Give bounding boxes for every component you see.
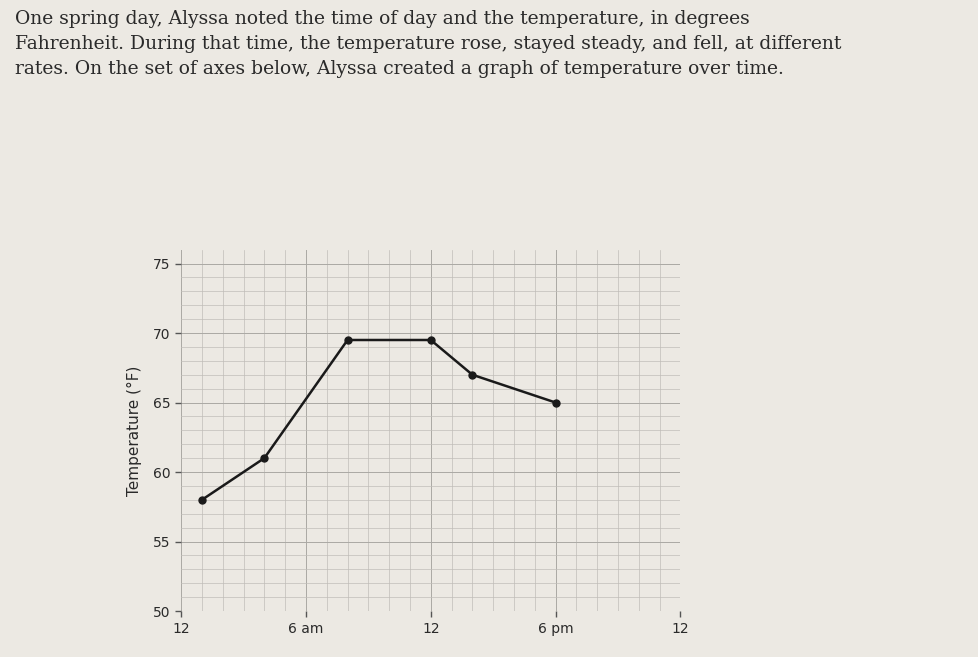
Y-axis label: Temperature (°F): Temperature (°F) [127, 365, 142, 495]
Text: One spring day, Alyssa noted the time of day and the temperature, in degrees
Fah: One spring day, Alyssa noted the time of… [15, 10, 840, 78]
